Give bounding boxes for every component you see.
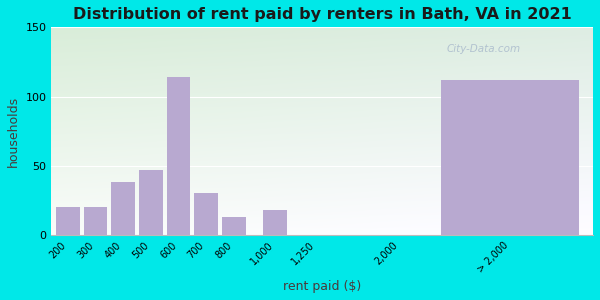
Bar bbox=[441, 80, 579, 235]
Y-axis label: households: households bbox=[7, 96, 20, 167]
Bar bbox=[56, 207, 80, 235]
Bar bbox=[263, 210, 287, 235]
Title: Distribution of rent paid by renters in Bath, VA in 2021: Distribution of rent paid by renters in … bbox=[73, 7, 572, 22]
Bar bbox=[167, 77, 190, 235]
Bar bbox=[139, 170, 163, 235]
Bar bbox=[194, 194, 218, 235]
X-axis label: rent paid ($): rent paid ($) bbox=[283, 280, 361, 293]
Bar bbox=[112, 182, 135, 235]
Text: City-Data.com: City-Data.com bbox=[447, 44, 521, 54]
Bar bbox=[222, 217, 245, 235]
Bar bbox=[84, 207, 107, 235]
